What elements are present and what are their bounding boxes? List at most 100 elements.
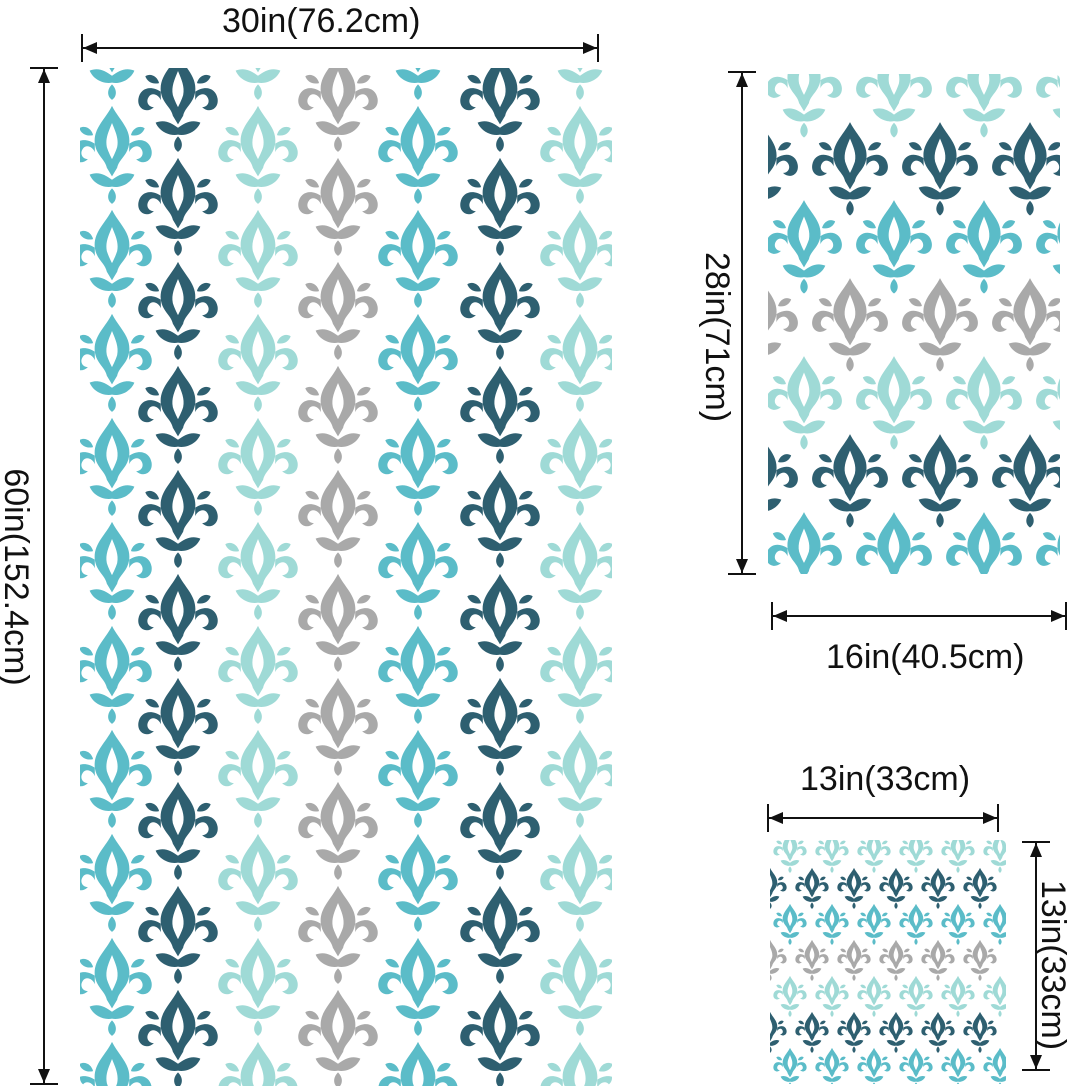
damask-motif (941, 903, 975, 945)
damask-motif (946, 74, 1022, 138)
damask-motif (770, 867, 787, 909)
damask-motif (941, 975, 975, 1017)
damask-motif (460, 365, 540, 464)
damask-motif (80, 105, 152, 204)
damask-motif (540, 105, 612, 204)
bath-towel-width-label: 30in(76.2cm) (222, 2, 421, 40)
damask-motif (80, 937, 152, 1036)
damask-motif (298, 989, 378, 1086)
damask-motif (946, 356, 1022, 450)
damask-motif (856, 74, 932, 138)
damask-motif (540, 937, 612, 1036)
damask-motif (298, 573, 378, 672)
damask-motif (218, 729, 298, 828)
damask-motif (768, 74, 842, 138)
damask-motif (795, 939, 829, 981)
damask-motif (899, 975, 933, 1017)
damask-motif (983, 1047, 1006, 1084)
bath-width-arrow (81, 34, 599, 62)
damask-motif (770, 939, 787, 981)
hand-towel-damask-pattern (768, 74, 1060, 574)
damask-motif (298, 68, 378, 152)
damask-motif (395, 68, 441, 100)
damask-motif (540, 521, 612, 620)
damask-motif (902, 434, 978, 528)
damask-motif (378, 209, 458, 308)
damask-motif (138, 365, 218, 464)
damask-motif (1036, 200, 1060, 278)
damask-motif (298, 781, 378, 880)
damask-motif (298, 365, 378, 464)
damask-motif (837, 1011, 871, 1053)
damask-motif (773, 903, 807, 945)
damask-motif (298, 157, 378, 256)
damask-motif (218, 313, 298, 412)
damask-motif (941, 840, 975, 873)
damask-motif (837, 867, 871, 909)
damask-motif (218, 937, 298, 1036)
damask-motif (378, 1041, 458, 1086)
damask-motif (378, 937, 458, 1036)
bath-towel (80, 68, 612, 1086)
damask-motif (460, 885, 540, 984)
damask-motif (983, 975, 1006, 1017)
damask-motif (768, 122, 798, 200)
damask-motif (902, 278, 978, 372)
damask-motif (963, 1011, 997, 1053)
damask-motif (378, 625, 458, 724)
damask-motif (856, 512, 932, 574)
damask-motif (770, 1011, 787, 1053)
damask-motif (899, 840, 933, 873)
damask-motif (812, 122, 888, 216)
bath-towel-damask-pattern (80, 68, 612, 1086)
damask-motif (378, 729, 458, 828)
damask-motif (540, 313, 612, 412)
damask-motif (460, 677, 540, 776)
damask-motif (80, 313, 152, 412)
damask-motif (138, 885, 218, 984)
damask-motif (1036, 74, 1060, 122)
damask-motif (812, 278, 888, 372)
damask-motif (540, 1041, 612, 1086)
damask-motif (540, 833, 612, 932)
wash-cloth-damask-pattern (770, 840, 1006, 1084)
damask-motif (138, 157, 218, 256)
damask-motif (899, 903, 933, 945)
damask-motif (378, 105, 458, 204)
damask-motif (138, 573, 218, 672)
damask-motif (879, 939, 913, 981)
hand-width-arrow (771, 602, 1067, 630)
damask-motif (946, 200, 1022, 294)
damask-motif (540, 209, 612, 308)
damask-motif (218, 105, 298, 204)
damask-motif (768, 200, 842, 294)
damask-motif (815, 975, 849, 1017)
damask-motif (460, 157, 540, 256)
damask-motif (921, 1011, 955, 1053)
damask-motif (768, 356, 842, 450)
damask-motif (460, 781, 540, 880)
damask-motif (540, 729, 612, 828)
damask-motif (89, 68, 135, 100)
damask-motif (218, 625, 298, 724)
damask-motif (857, 1047, 891, 1084)
damask-motif (298, 677, 378, 776)
damask-motif (540, 625, 612, 724)
damask-motif (815, 840, 849, 873)
damask-motif (768, 434, 798, 512)
damask-motif (768, 512, 842, 574)
damask-motif (879, 1011, 913, 1053)
damask-motif (983, 903, 1006, 945)
damask-motif (812, 434, 888, 528)
hand-towel (768, 74, 1060, 574)
damask-motif (460, 68, 540, 152)
damask-motif (902, 122, 978, 216)
damask-motif (837, 939, 871, 981)
damask-motif (298, 885, 378, 984)
damask-motif (80, 417, 152, 516)
damask-motif (80, 521, 152, 620)
damask-motif (138, 781, 218, 880)
damask-motif (460, 261, 540, 360)
damask-motif (941, 1047, 975, 1084)
